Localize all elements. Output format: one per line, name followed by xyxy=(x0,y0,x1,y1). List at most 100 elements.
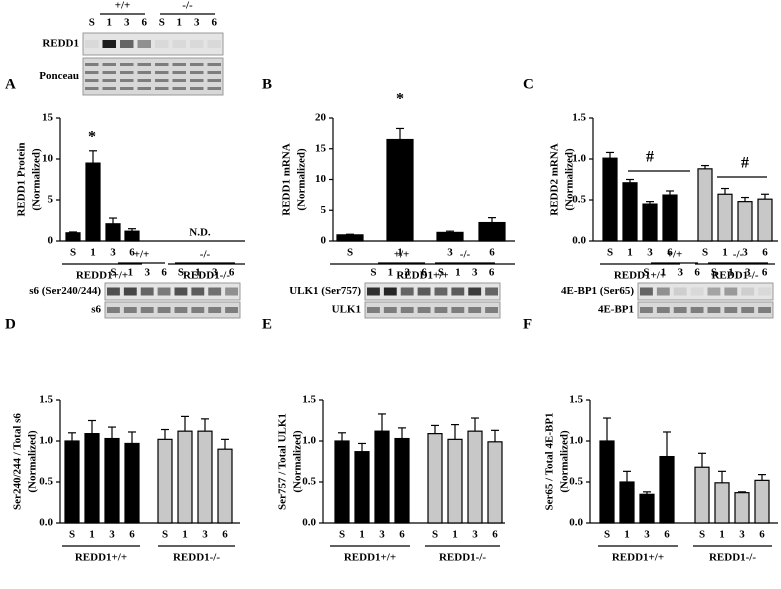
blot-lane-label: 6 xyxy=(142,17,148,29)
blot-group-label: +/+ xyxy=(115,0,131,12)
blot-band xyxy=(690,307,704,313)
blot-band xyxy=(724,287,738,296)
blot-group-label: +/+ xyxy=(134,249,150,261)
bar xyxy=(659,455,675,524)
blot-row-label: s6 (Ser240/244) xyxy=(29,285,101,297)
x-tick-label: 3 xyxy=(109,529,115,541)
blot-band xyxy=(640,287,653,296)
x-tick-label: 6 xyxy=(129,529,135,541)
x-tick-label: 1 xyxy=(627,247,633,259)
x-tick-label: 3 xyxy=(447,247,453,259)
group-label: REDD1+/+ xyxy=(76,270,128,282)
blot-band xyxy=(208,307,222,313)
blot-lane-label: 1 xyxy=(107,17,113,29)
panel-letter: E xyxy=(262,316,272,332)
x-tick-label: 6 xyxy=(399,529,405,541)
x-tick-label: 3 xyxy=(472,529,478,541)
blot-band xyxy=(190,79,204,82)
x-tick-label: 1 xyxy=(397,247,403,259)
blot-lane-label: 1 xyxy=(195,267,201,279)
blot-band xyxy=(707,287,721,296)
blot-lane-label: S xyxy=(110,267,116,279)
blot-band xyxy=(107,307,120,313)
x-tick-label: S xyxy=(432,529,438,541)
group-label: REDD1-/- xyxy=(439,552,486,564)
bar xyxy=(104,437,120,524)
x-tick-label: 6 xyxy=(762,247,768,259)
x-tick-label: 1 xyxy=(452,529,458,541)
bar xyxy=(157,438,173,524)
group-label: REDD1+/+ xyxy=(344,552,396,564)
x-tick-label: 3 xyxy=(739,529,745,541)
x-tick-label: 3 xyxy=(644,529,650,541)
blot-band xyxy=(400,307,414,313)
y-axis-label: REDD1 Protein xyxy=(16,142,28,216)
blot-band xyxy=(434,307,448,313)
group-label: REDD1-/- xyxy=(173,552,220,564)
blot-band xyxy=(172,71,186,74)
x-tick-label: 6 xyxy=(222,529,228,541)
x-tick-label: 6 xyxy=(492,529,498,541)
blot-band xyxy=(137,40,151,48)
x-tick-label: 3 xyxy=(110,247,116,259)
x-tick-label: S xyxy=(69,529,75,541)
bar xyxy=(217,448,233,524)
y-tick-label: 0.5 xyxy=(572,194,586,206)
bar xyxy=(336,234,364,242)
x-tick-label: S xyxy=(607,247,613,259)
y-axis-label: (Normalized) xyxy=(559,430,571,493)
bar xyxy=(354,451,370,524)
blot-lane-label: 1 xyxy=(661,267,667,279)
y-axis-label: (Normalized) xyxy=(31,148,43,211)
blot-band xyxy=(225,287,238,296)
bar xyxy=(757,198,773,242)
annotation: # xyxy=(646,149,654,166)
bar xyxy=(447,438,463,524)
x-tick-label: 6 xyxy=(489,247,495,259)
blot-band xyxy=(155,87,169,90)
blot-band xyxy=(690,287,704,296)
blot-band xyxy=(137,87,151,90)
bar xyxy=(694,466,710,524)
x-tick-label: S xyxy=(347,247,353,259)
blot-lane-label: 3 xyxy=(745,267,751,279)
blot-row-label: 4E-BP1 xyxy=(598,304,634,316)
x-tick-label: S xyxy=(70,247,76,259)
blot-band xyxy=(137,79,151,82)
blot-band xyxy=(207,79,221,82)
y-axis-label: Ser757 / Total ULK1 xyxy=(277,413,289,510)
blot-band xyxy=(724,307,738,313)
blot-band xyxy=(367,287,380,296)
blot-band xyxy=(172,63,186,66)
y-tick-label: 0.5 xyxy=(39,476,53,488)
blot-lane-label: 6 xyxy=(229,267,235,279)
x-tick-label: 6 xyxy=(129,247,135,259)
panel-letter: A xyxy=(5,76,16,92)
group-label: REDD1+/+ xyxy=(75,552,127,564)
x-tick-label: 1 xyxy=(722,247,728,259)
blot-band xyxy=(451,307,465,313)
blot-image xyxy=(637,301,774,319)
blot-band xyxy=(468,307,482,313)
blot-band xyxy=(225,307,238,313)
blot-band xyxy=(468,287,482,296)
bar xyxy=(436,231,464,242)
bar xyxy=(427,433,443,524)
bar xyxy=(374,430,390,524)
bar xyxy=(105,223,121,242)
blot-band xyxy=(400,287,414,296)
blot-band xyxy=(191,307,205,313)
blot-band xyxy=(155,79,169,82)
x-tick-label: 1 xyxy=(359,529,365,541)
blot-band xyxy=(707,307,721,313)
y-tick-label: 15 xyxy=(315,142,327,154)
y-tick-label: 1.0 xyxy=(39,435,53,447)
blot-band xyxy=(137,71,151,74)
blot-row-label: 4E-BP1 (Ser65) xyxy=(561,285,634,297)
blot-band xyxy=(172,87,186,90)
blot-band xyxy=(417,287,431,296)
x-tick-label: 1 xyxy=(719,529,725,541)
y-tick-label: 15 xyxy=(42,112,54,124)
blot-lane-label: 6 xyxy=(421,267,427,279)
